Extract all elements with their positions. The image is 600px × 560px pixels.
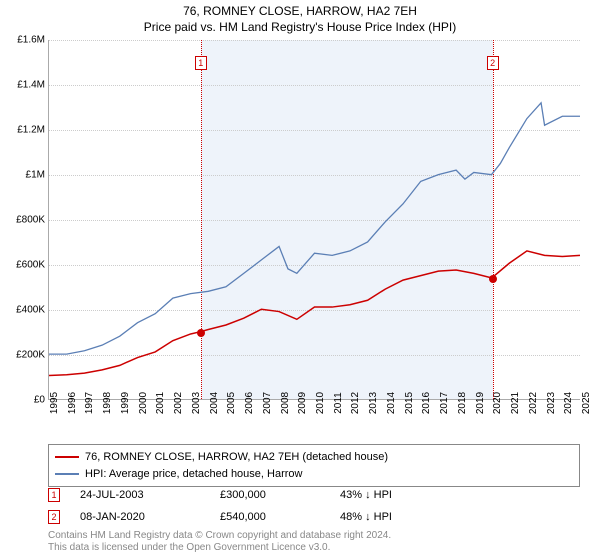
sale-row-delta: 43% ↓ HPI [340, 489, 460, 501]
legend: 76, ROMNEY CLOSE, HARROW, HA2 7EH (detac… [48, 444, 580, 487]
footnote-line-1: Contains HM Land Registry data © Crown c… [48, 530, 580, 542]
y-axis-label: £0 [34, 395, 45, 406]
legend-swatch [55, 456, 79, 458]
legend-label: HPI: Average price, detached house, Harr… [85, 466, 302, 483]
footnote: Contains HM Land Registry data © Crown c… [48, 530, 580, 554]
sale-data-rows: 1 24-JUL-2003£300,00043% ↓ HPI 2 08-JAN-202… [48, 484, 580, 528]
y-axis-label: £1.4M [17, 80, 45, 91]
sale-dot [197, 329, 205, 337]
sale-row-marker: 2 [48, 510, 60, 524]
legend-row: HPI: Average price, detached house, Harr… [55, 466, 573, 483]
legend-label: 76, ROMNEY CLOSE, HARROW, HA2 7EH (detac… [85, 449, 388, 466]
sale-data-row: 1 24-JUL-2003£300,00043% ↓ HPI [48, 484, 580, 506]
y-axis-label: £600K [16, 260, 45, 271]
sale-marker-label: 2 [487, 56, 499, 70]
sale-dot [489, 275, 497, 283]
y-axis-label: £1.6M [17, 35, 45, 46]
footnote-line-2: This data is licensed under the Open Gov… [48, 542, 580, 554]
sale-row-price: £300,000 [220, 489, 340, 501]
series_blue-line [49, 103, 580, 354]
sale-row-delta: 48% ↓ HPI [340, 511, 460, 523]
sale-data-row: 2 08-JAN-2020£540,00048% ↓ HPI [48, 506, 580, 528]
legend-swatch [55, 473, 79, 475]
y-axis-label: £1.2M [17, 125, 45, 136]
y-axis-label: £1M [26, 170, 45, 181]
sale-marker-label: 1 [195, 56, 207, 70]
sale-row-marker: 1 [48, 488, 60, 502]
legend-row: 76, ROMNEY CLOSE, HARROW, HA2 7EH (detac… [55, 449, 573, 466]
y-axis-label: £400K [16, 305, 45, 316]
y-axis-label: £200K [16, 350, 45, 361]
series_red-line [49, 251, 580, 376]
x-axis-label: 2025 [581, 392, 592, 414]
sale-row-date: 24-JUL-2003 [80, 489, 220, 501]
y-axis-label: £800K [16, 215, 45, 226]
page-subtitle: Price paid vs. HM Land Registry's House … [0, 18, 600, 34]
sale-row-date: 08-JAN-2020 [80, 511, 220, 523]
chart-lines [49, 40, 580, 399]
page-title: 76, ROMNEY CLOSE, HARROW, HA2 7EH [0, 0, 600, 18]
price-chart: £0£200K£400K£600K£800K£1M£1.2M£1.4M£1.6M… [48, 40, 580, 400]
sale-row-price: £540,000 [220, 511, 340, 523]
